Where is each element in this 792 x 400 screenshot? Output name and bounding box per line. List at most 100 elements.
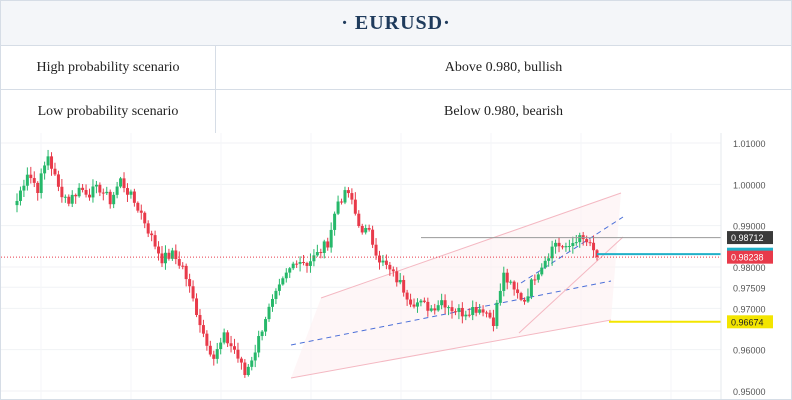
candle-body	[181, 265, 185, 267]
scenario-label: Low probability scenario	[1, 90, 216, 133]
candle-body	[132, 191, 136, 203]
candle-body	[298, 262, 302, 264]
candle-body	[346, 190, 350, 194]
candle-body	[322, 241, 326, 253]
candle-body	[36, 182, 40, 193]
candle-body	[360, 225, 364, 233]
candle-body	[305, 263, 309, 266]
candle-body	[60, 186, 64, 198]
candle-body	[233, 346, 236, 350]
candlesticks	[15, 149, 599, 378]
candle-body	[567, 246, 571, 248]
candle-body	[46, 156, 50, 166]
candle-body	[81, 187, 85, 190]
scenario-row-high: High probability scenario Above 0.980, b…	[1, 46, 791, 90]
y-tick-label: 0.97000	[733, 304, 766, 314]
candle-body	[540, 267, 544, 275]
candle-body	[460, 307, 464, 317]
candle-body	[94, 184, 98, 187]
candle-body	[222, 332, 226, 343]
candle-body	[98, 184, 102, 193]
candle-body	[536, 274, 540, 280]
candle-body	[302, 262, 306, 264]
price-tag	[727, 250, 773, 264]
candle-body	[474, 307, 478, 313]
price-chart: 1.01000 1.00000 0.99000 0.98000 0.97509 0.970…	[1, 133, 791, 399]
y-tick-label: 0.99000	[733, 222, 766, 232]
candle-body	[201, 325, 205, 334]
candle-body	[219, 342, 223, 350]
candle-body	[188, 279, 192, 287]
candle-body	[574, 242, 578, 244]
candle-body	[267, 306, 271, 320]
candle-body	[205, 333, 209, 346]
candle-body	[250, 360, 254, 367]
channel-fill	[291, 193, 621, 378]
candle-body	[260, 331, 264, 337]
candle-body	[67, 196, 71, 204]
candle-body	[429, 308, 433, 311]
y-tick-label: 1.01000	[733, 139, 766, 149]
candle-body	[398, 279, 402, 283]
candle-body	[136, 202, 140, 211]
scenario-value: Below 0.980, bearish	[444, 104, 563, 119]
candle-body	[177, 259, 181, 266]
candle-body	[488, 312, 492, 318]
candle-body	[412, 304, 416, 307]
candle-body	[215, 349, 219, 359]
candle-body	[453, 311, 457, 313]
candle-body	[502, 272, 506, 291]
price-levels	[1, 237, 721, 323]
candle-body	[257, 336, 261, 353]
candle-body	[415, 302, 419, 307]
candle-body	[333, 213, 337, 230]
price-tag	[727, 315, 773, 329]
candle-body	[56, 174, 60, 187]
candle-body	[560, 246, 564, 248]
candle-body	[564, 246, 568, 248]
candle-body	[588, 242, 592, 244]
candle-body	[422, 300, 426, 302]
candle-body	[440, 300, 444, 306]
candle-body	[284, 272, 288, 279]
candle-body	[84, 189, 88, 195]
candle-body	[419, 300, 423, 303]
candle-body	[122, 178, 126, 189]
candle-body	[246, 366, 250, 375]
candle-body	[402, 279, 406, 293]
price-tag-label: 0.96674	[731, 317, 764, 327]
candle-body	[381, 260, 385, 263]
candle-body	[315, 252, 319, 256]
candle-body	[447, 307, 451, 309]
candle-body	[264, 319, 268, 332]
candle-body	[491, 317, 495, 327]
candle-body	[571, 243, 575, 247]
candle-body	[526, 296, 530, 302]
candle-body	[125, 188, 129, 195]
candle-body	[274, 290, 278, 299]
candle-body	[43, 165, 47, 174]
candle-body	[464, 314, 468, 317]
channel-upper-line	[320, 192, 622, 299]
candle-body	[253, 352, 257, 361]
candle-body	[357, 213, 361, 226]
candle-body	[53, 168, 57, 175]
candle-body	[509, 281, 513, 283]
price-axis: 1.01000 1.00000 0.99000 0.98000 0.97509 0.970…	[720, 133, 766, 399]
price-tag-label: 0.98238	[731, 253, 764, 263]
chart-area: 1.01000 1.00000 0.99000 0.98000 0.97509 0.970…	[1, 133, 791, 399]
candle-body	[139, 210, 143, 213]
candle-body	[77, 187, 81, 197]
candle-body	[229, 343, 233, 347]
candle-body	[543, 260, 547, 268]
candle-body	[112, 194, 116, 205]
candle-body	[50, 156, 54, 169]
candle-body	[174, 250, 178, 260]
y-tick-label: 0.97509	[733, 283, 766, 293]
candle-body	[481, 309, 485, 313]
candle-body	[291, 263, 295, 269]
candle-body	[18, 190, 22, 201]
candle-body	[25, 174, 29, 186]
